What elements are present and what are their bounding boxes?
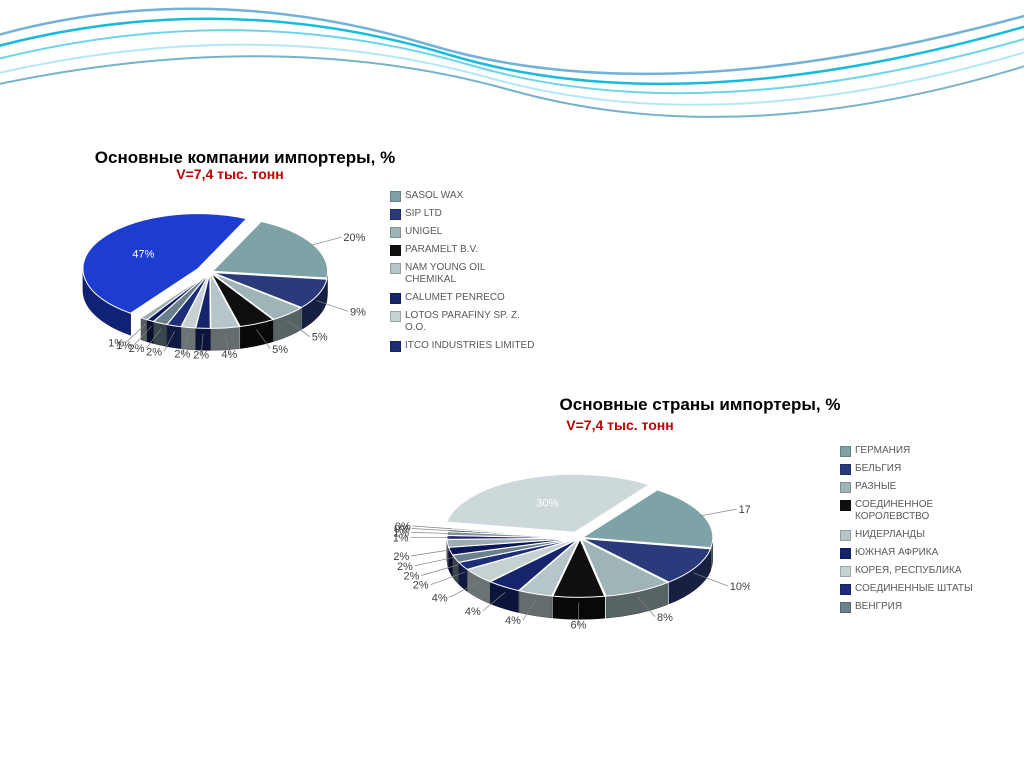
svg-text:2%: 2% <box>393 551 409 563</box>
legend-item: РАЗНЫЕ <box>840 481 985 493</box>
legend-item: ВЕНГРИЯ <box>840 601 985 613</box>
legend-label: CALUMET PENRECO <box>405 292 505 304</box>
legend-item: СОЕДИНЕННЫЕ ШТАТЫ <box>840 583 985 595</box>
legend-swatch <box>390 311 401 322</box>
legend-label: LOTOS PARAFINY SP. Z. O.O. <box>405 310 535 334</box>
legend-item: ЮЖНАЯ АФРИКА <box>840 547 985 559</box>
svg-text:17%: 17% <box>739 505 750 517</box>
pie-chart-countries: 17%10%8%6%4%4%4%2%2%2%2%1%1%0%0%30% <box>390 428 750 668</box>
legend-swatch <box>390 209 401 220</box>
svg-text:47%: 47% <box>132 249 154 261</box>
legend-item: ГЕРМАНИЯ <box>840 445 985 457</box>
svg-text:1%: 1% <box>108 338 124 350</box>
legend-label: СОЕДИНЕННЫЕ ШТАТЫ <box>855 583 973 595</box>
legend-swatch <box>840 566 851 577</box>
importer-companies-chart: Основные компании импортеры, % V=7,4 тыс… <box>60 148 620 392</box>
svg-text:10%: 10% <box>730 581 750 593</box>
legend-label: НИДЕРЛАНДЫ <box>855 529 925 541</box>
legend-item: SIP LTD <box>390 208 535 220</box>
svg-text:5%: 5% <box>272 344 288 356</box>
legend-label: ГЕРМАНИЯ <box>855 445 910 457</box>
legend-label: PARAMELT B.V. <box>405 244 478 256</box>
decorative-waves <box>0 0 1024 150</box>
legend-item: CALUMET PENRECO <box>390 292 535 304</box>
legend-label: РАЗНЫЕ <box>855 481 896 493</box>
svg-text:2%: 2% <box>174 349 190 361</box>
legend-label: UNIGEL <box>405 226 442 238</box>
legend-swatch <box>840 500 851 511</box>
legend-swatch <box>390 341 401 352</box>
legend-label: SIP LTD <box>405 208 442 220</box>
legend-swatch <box>840 602 851 613</box>
legend-item: SASOL WAX <box>390 190 535 202</box>
legend-swatch <box>390 227 401 238</box>
legend-label: NAM YOUNG OIL CHEMIKAL <box>405 262 535 286</box>
legend-swatch <box>390 245 401 256</box>
svg-text:4%: 4% <box>221 350 237 362</box>
legend-label: БЕЛЬГИЯ <box>855 463 901 475</box>
svg-text:30%: 30% <box>536 498 558 510</box>
svg-text:20%: 20% <box>343 233 365 245</box>
legend-label: ЮЖНАЯ АФРИКА <box>855 547 938 559</box>
legend-item: НИДЕРЛАНДЫ <box>840 529 985 541</box>
legend-item: КОРЕЯ, РЕСПУБЛИКА <box>840 565 985 577</box>
chart1-title: Основные компании импортеры, % <box>80 148 410 168</box>
legend-swatch <box>390 263 401 274</box>
legend-swatch <box>840 584 851 595</box>
legend-label: ВЕНГРИЯ <box>855 601 902 613</box>
legend-swatch <box>840 464 851 475</box>
legend-item: СОЕДИНЕННОЕ КОРОЛЕВСТВО <box>840 499 985 523</box>
svg-text:4%: 4% <box>465 606 481 618</box>
legend-item: PARAMELT B.V. <box>390 244 535 256</box>
pie-chart-companies: 20%9%5%5%4%2%2%2%2%1%1%47% <box>60 172 380 392</box>
svg-text:0%: 0% <box>395 521 411 533</box>
legend-item: NAM YOUNG OIL CHEMIKAL <box>390 262 535 286</box>
legend-item: LOTOS PARAFINY SP. Z. O.O. <box>390 310 535 334</box>
importer-countries-chart: Основные страны импортеры, % V=7,4 тыс. … <box>420 395 1020 668</box>
chart1-legend: SASOL WAX SIP LTD UNIGEL PARAMELT B.V. NAM Y… <box>390 190 535 358</box>
legend-swatch <box>390 191 401 202</box>
legend-item: UNIGEL <box>390 226 535 238</box>
svg-text:4%: 4% <box>505 616 521 628</box>
chart2-title: Основные страны импортеры, % <box>500 395 900 415</box>
legend-label: SASOL WAX <box>405 190 463 202</box>
svg-text:2%: 2% <box>146 347 162 359</box>
svg-text:5%: 5% <box>312 332 328 344</box>
legend-swatch <box>840 482 851 493</box>
legend-item: ITCO INDUSTRIES LIMITED <box>390 340 535 352</box>
svg-text:2%: 2% <box>193 350 209 362</box>
svg-text:8%: 8% <box>657 612 673 624</box>
legend-swatch <box>840 446 851 457</box>
legend-item: БЕЛЬГИЯ <box>840 463 985 475</box>
svg-text:6%: 6% <box>570 620 586 632</box>
legend-label: КОРЕЯ, РЕСПУБЛИКА <box>855 565 962 577</box>
svg-text:4%: 4% <box>432 593 448 605</box>
chart2-legend: ГЕРМАНИЯ БЕЛЬГИЯ РАЗНЫЕ СОЕДИНЕННОЕ КОРОЛЕВ… <box>840 445 985 619</box>
legend-swatch <box>840 530 851 541</box>
legend-swatch <box>840 548 851 559</box>
legend-label: ITCO INDUSTRIES LIMITED <box>405 340 534 352</box>
legend-swatch <box>390 293 401 304</box>
svg-text:9%: 9% <box>350 307 366 319</box>
legend-label: СОЕДИНЕННОЕ КОРОЛЕВСТВО <box>855 499 985 523</box>
